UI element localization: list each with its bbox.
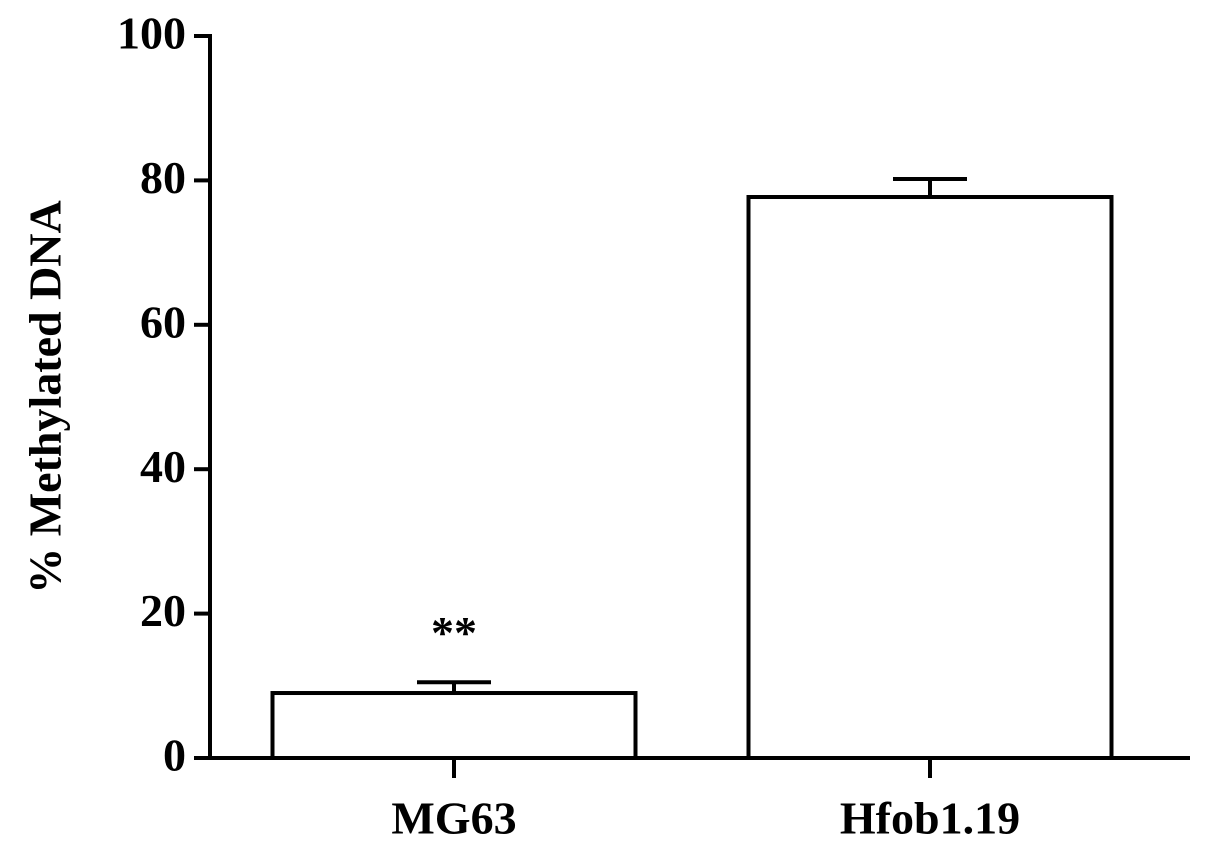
y-axis-label: % Methylated DNA [20, 200, 71, 594]
y-tick-label: 20 [140, 585, 186, 636]
x-tick-label: MG63 [391, 793, 516, 844]
x-tick-label: Hfob1.19 [840, 793, 1020, 844]
bar [270, 691, 638, 761]
y-tick-label: 100 [117, 8, 186, 59]
y-tick-label: 0 [163, 730, 186, 781]
significance-label: ** [431, 607, 477, 658]
bar [746, 195, 1114, 761]
y-tick-label: 80 [140, 152, 186, 203]
y-tick-label: 60 [140, 296, 186, 347]
y-tick-label: 40 [140, 441, 186, 492]
